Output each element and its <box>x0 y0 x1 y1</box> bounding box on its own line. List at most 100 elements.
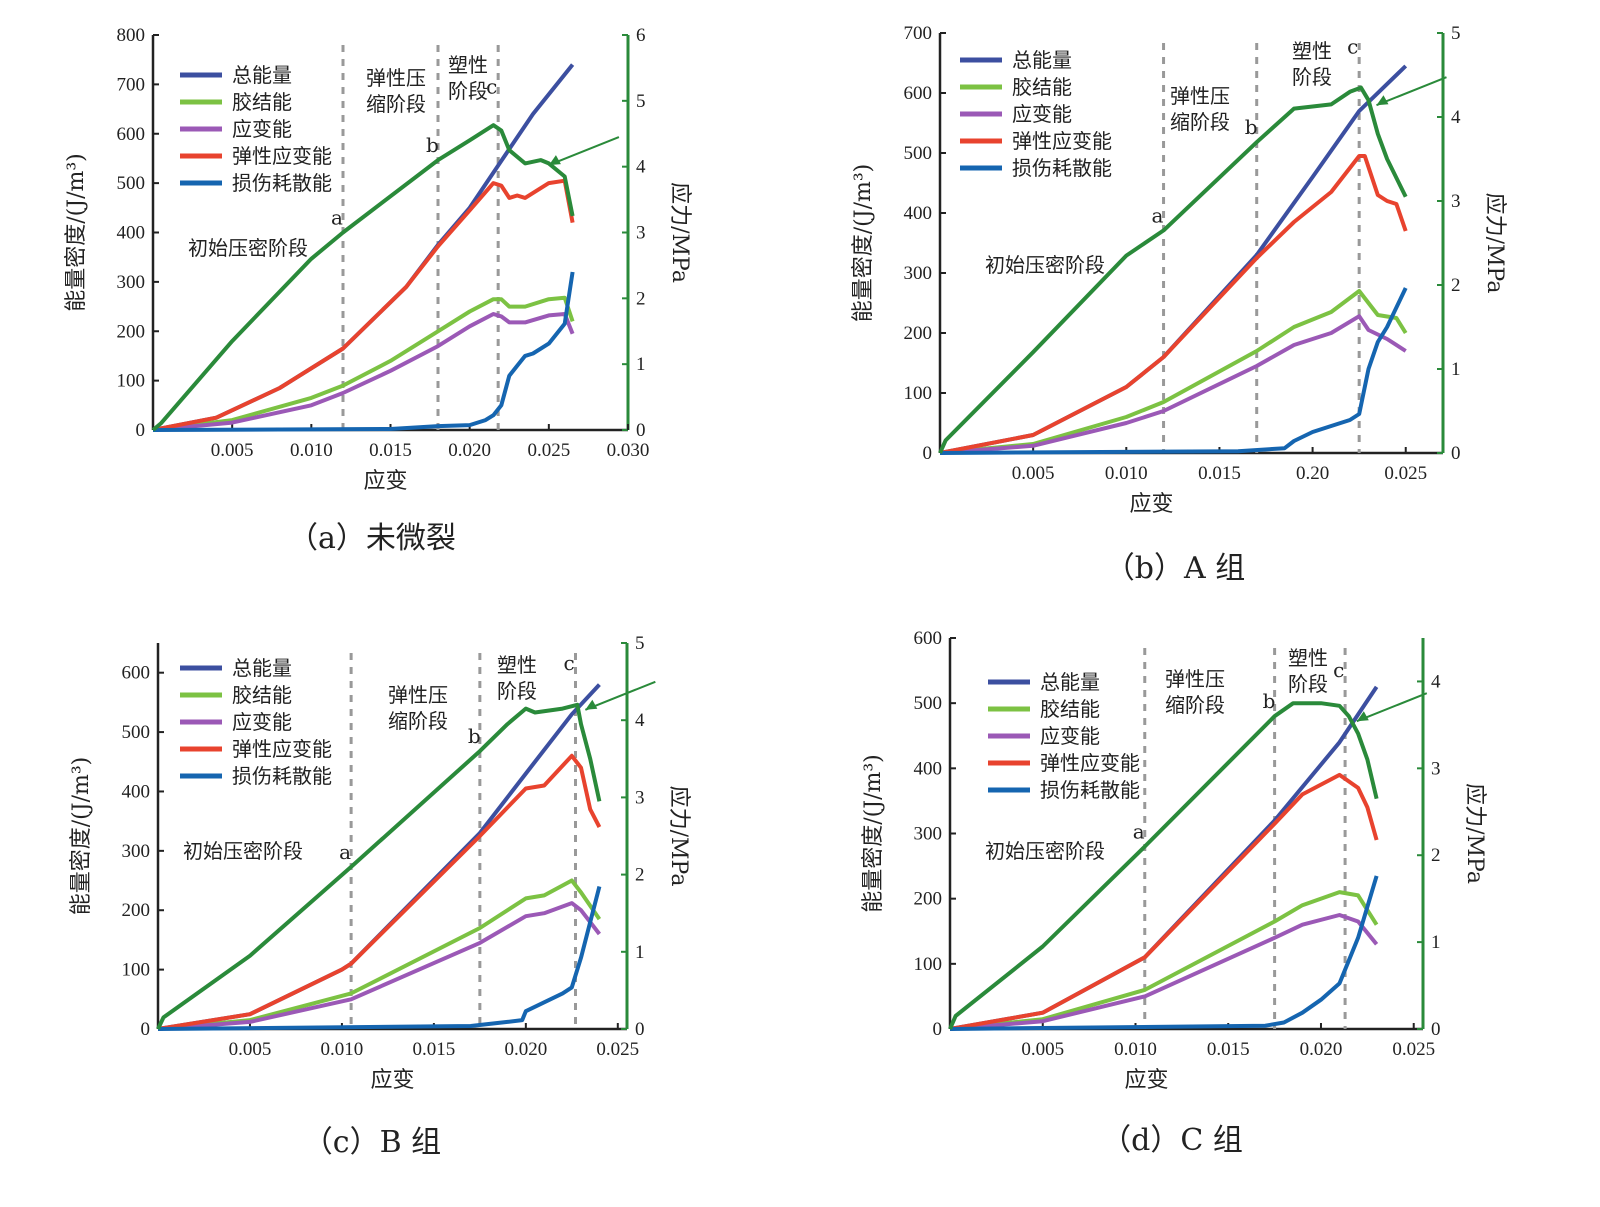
y-tick-label: 300 <box>904 263 933 284</box>
arrow-line <box>584 680 656 711</box>
legend-entry: 应变能 <box>1012 102 1072 126</box>
y-axis-label: 能量密度/(J/m³) <box>69 757 94 916</box>
y-tick-label: 600 <box>117 124 146 145</box>
stage-point-label: a <box>331 206 343 230</box>
legend-entry: 胶结能 <box>1012 75 1072 99</box>
series-line-弹性应变能 <box>939 154 1408 455</box>
stage-label-line1: 弹性压 <box>388 683 448 707</box>
stage-point-label: c <box>564 651 575 675</box>
y-tick-label: 0 <box>933 1019 943 1040</box>
y2-tick-label: 5 <box>636 91 646 112</box>
stage-label-initial: 初始压密阶段 <box>985 253 1105 277</box>
y2-tick-label: 2 <box>635 865 645 886</box>
y-tick-label: 800 <box>117 25 146 46</box>
y2-axis-label: 应力/MPa <box>667 182 692 283</box>
arrow-line <box>1376 76 1447 107</box>
y2-tick-label: 0 <box>636 420 646 441</box>
arrow-head <box>585 699 598 710</box>
stage-point-label: b <box>426 133 439 157</box>
x-tick-label: 0.010 <box>1105 463 1148 484</box>
series-line-stress <box>151 123 575 432</box>
x-tick-label: 0.025 <box>596 1039 639 1060</box>
stage-label-plastic-box: 塑性阶段 <box>497 653 537 703</box>
x-tick-label: 0.020 <box>448 440 491 461</box>
legend-entry: 应变能 <box>232 117 292 141</box>
legend-entry: 总能量 <box>1012 48 1072 72</box>
series-line-应变能 <box>157 901 601 1031</box>
arrow-head <box>1356 711 1369 722</box>
arrow-head <box>548 155 561 166</box>
panel-caption: （a）未微裂 <box>288 521 456 556</box>
stage-label-initial: 初始压密阶段 <box>188 236 308 260</box>
y-tick-label: 200 <box>117 321 146 342</box>
stage-label-initial: 初始压密阶段 <box>985 839 1105 863</box>
stage-label-line1: 弹性压 <box>366 66 426 90</box>
stage-point-label: c <box>1333 658 1344 682</box>
series-line-损伤耗散能 <box>939 287 1408 455</box>
y2-tick-label: 3 <box>635 787 645 808</box>
legend-entry: 总能量 <box>232 63 292 87</box>
y-tick-label: 700 <box>904 23 933 44</box>
x-tick-label: 0.010 <box>290 440 333 461</box>
y-tick-label: 400 <box>914 758 943 779</box>
y-tick-label: 100 <box>122 960 151 981</box>
chart-panel-2: 0 100 200 300 400 500 600 0 1 2 3 4 5 0.005 0.010 0.015… <box>69 633 691 1160</box>
x-axis-label: 应变 <box>363 469 407 494</box>
y-tick-label: 500 <box>122 722 151 743</box>
stage-point-label: b <box>1245 115 1258 139</box>
series-line-应变能 <box>949 913 1379 1031</box>
y-tick-label: 400 <box>122 781 151 802</box>
y2-tick-label: 4 <box>636 157 646 178</box>
y2-tick-label: 1 <box>636 354 646 375</box>
x-axis-label: 应变 <box>370 1068 414 1093</box>
y2-tick-label: 6 <box>636 25 646 46</box>
series-line-弹性应变能 <box>157 753 602 1031</box>
stage-label-plastic-box: 塑性阶段 <box>1292 39 1332 89</box>
y2-tick-label: 1 <box>1451 359 1461 380</box>
y-tick-label: 300 <box>117 272 146 293</box>
y-tick-label: 300 <box>122 841 151 862</box>
series-line-胶结能 <box>939 289 1408 455</box>
legend-entry: 胶结能 <box>1040 697 1100 721</box>
stage-label-line1: 弹性压 <box>1170 84 1230 108</box>
y2-tick-label: 4 <box>1431 671 1441 692</box>
stage-label-line2: 缩阶段 <box>1170 110 1230 134</box>
stage-label-line2: 缩阶段 <box>1165 693 1225 717</box>
stage-label-line2: 缩阶段 <box>388 709 448 733</box>
y-tick-label: 200 <box>904 323 933 344</box>
x-tick-label: 0.015 <box>1198 463 1241 484</box>
x-tick-label: 0.015 <box>1207 1039 1250 1060</box>
legend-entry: 总能量 <box>232 656 292 680</box>
y2-axis-label: 应力/MPa <box>1462 783 1487 884</box>
y2-tick-label: 1 <box>1431 932 1441 953</box>
arrow-head <box>1376 95 1389 106</box>
series-line-损伤耗散能 <box>949 875 1379 1031</box>
x-tick-label: 0.010 <box>1114 1039 1157 1060</box>
y-tick-label: 200 <box>122 900 151 921</box>
x-tick-label: 0.025 <box>1392 1039 1435 1060</box>
y2-tick-label: 0 <box>635 1019 645 1040</box>
y2-tick-label: 2 <box>1431 845 1441 866</box>
y-tick-label: 400 <box>117 223 146 244</box>
y-tick-label: 100 <box>904 383 933 404</box>
y-tick-label: 600 <box>914 628 943 649</box>
y-tick-label: 100 <box>117 371 146 392</box>
stage-point-label: c <box>1347 34 1358 58</box>
legend-entry: 弹性应变能 <box>232 737 332 761</box>
y2-tick-label: 2 <box>1451 275 1461 296</box>
y-tick-label: 0 <box>141 1019 151 1040</box>
arrow-line <box>548 136 620 167</box>
chart-panel-1: 0 100 200 300 400 500 600 700 0 1 2 3 4 5 0.005 0.010 0.… <box>851 23 1507 586</box>
chart-panel-0: 0 100 200 300 400 500 600 700 800 0 1 2 3 4 5 6 0.005 0.0… <box>64 25 692 556</box>
stage-point-label: a <box>1133 820 1145 844</box>
y-tick-label: 400 <box>904 203 933 224</box>
series-line-stress <box>948 701 1379 1030</box>
y-axis-label: 能量密度/(J/m³) <box>861 754 886 913</box>
y-tick-label: 700 <box>117 74 146 95</box>
panel-caption: （b）A 组 <box>1105 551 1245 586</box>
legend-entry: 应变能 <box>232 710 292 734</box>
x-tick-label: 0.005 <box>1012 463 1055 484</box>
arrow-line <box>1356 692 1428 723</box>
y-tick-label: 600 <box>122 663 151 684</box>
stage-label-line2: 缩阶段 <box>366 92 426 116</box>
